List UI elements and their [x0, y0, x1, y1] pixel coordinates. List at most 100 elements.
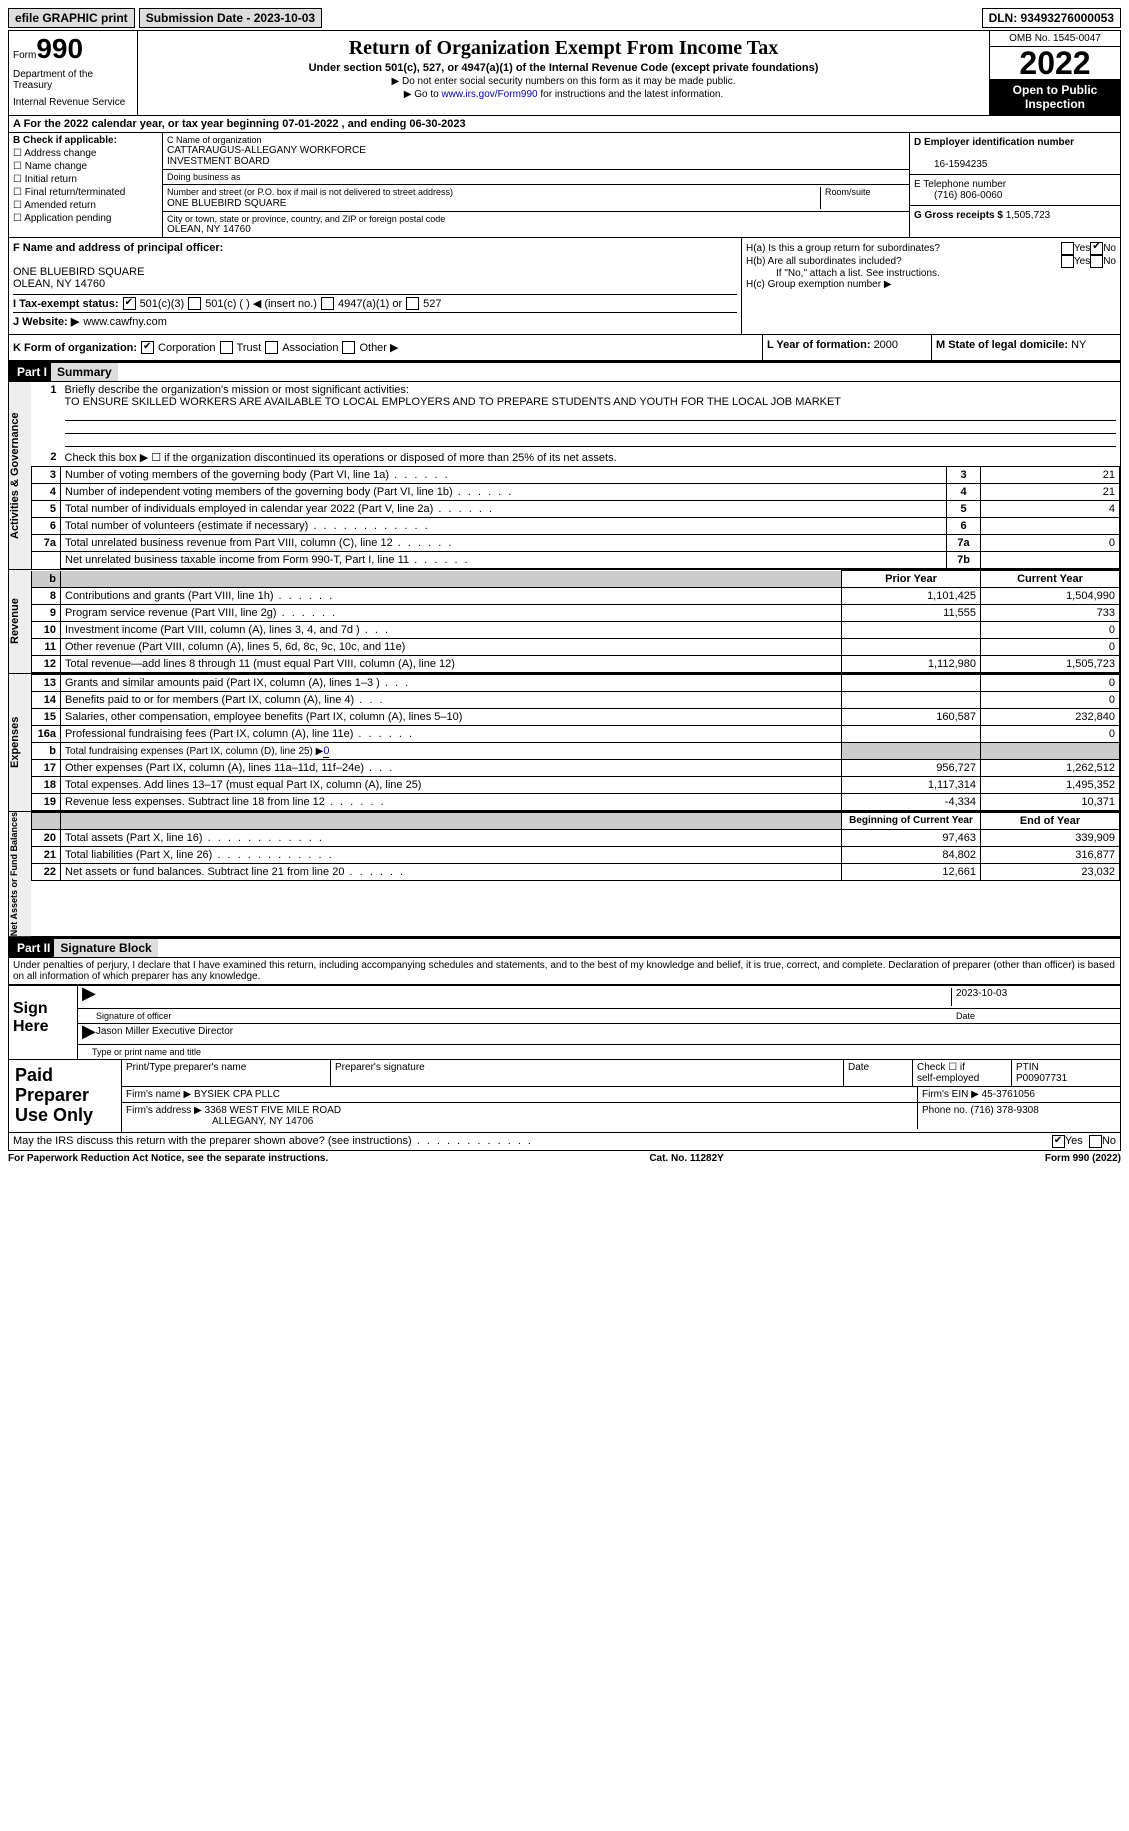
c18: 1,495,352 [981, 777, 1120, 794]
telephone: (716) 806-0060 [914, 190, 1002, 201]
sig-date: 2023-10-03 [951, 988, 1116, 1006]
hb-yes[interactable] [1061, 255, 1074, 268]
website-value: www.cawfny.com [83, 316, 167, 328]
firm-ein: 45-3761056 [982, 1089, 1035, 1100]
4947-check[interactable] [321, 297, 334, 310]
activities-governance: Activities & Governance 1Briefly describ… [8, 382, 1121, 570]
p15: 160,587 [842, 709, 981, 726]
c12: 1,505,723 [981, 656, 1120, 673]
tax-year: 2022 [990, 47, 1120, 79]
ptin: P00907731 [1016, 1073, 1067, 1084]
side-ag: Activities & Governance [9, 382, 31, 569]
c20: 339,909 [981, 830, 1120, 847]
firm-addr1: 3368 WEST FIVE MILE ROAD [205, 1105, 342, 1116]
p8: 1,101,425 [842, 588, 981, 605]
form-word: Form [13, 50, 36, 61]
hc-label: H(c) Group exemption number ▶ [746, 279, 1116, 290]
form-header: Form990 Department of the Treasury Inter… [8, 30, 1121, 116]
gross-receipts: 1,505,723 [1006, 210, 1051, 221]
room-suite-label: Room/suite [825, 187, 871, 197]
name-change-check[interactable]: ☐ Name change [13, 161, 158, 172]
c8: 1,504,990 [981, 588, 1120, 605]
fundraising-total: 0 [323, 745, 329, 758]
efile-tag: efile GRAPHIC print [8, 8, 135, 28]
c11: 0 [981, 639, 1120, 656]
ssn-note: ▶ Do not enter social security numbers o… [142, 76, 985, 87]
part2-bar: Part IISignature Block [8, 937, 1121, 958]
submission-tag: Submission Date - 2023-10-03 [139, 8, 322, 28]
501c3-check[interactable] [123, 297, 136, 310]
klm-row: K Form of organization: Corporation Trus… [8, 335, 1121, 361]
c13: 0 [981, 675, 1120, 692]
c9: 733 [981, 605, 1120, 622]
firm-phone: (716) 378-9308 [970, 1105, 1038, 1116]
section-d: D Employer identification number16-15942… [910, 133, 1120, 237]
ha-no[interactable] [1090, 242, 1103, 255]
p14 [842, 692, 981, 709]
p10 [842, 622, 981, 639]
hb-no[interactable] [1090, 255, 1103, 268]
firm-name: BYSIEK CPA PLLC [194, 1089, 280, 1100]
k-other[interactable] [342, 341, 355, 354]
dln-tag: DLN: 93493276000053 [982, 8, 1121, 28]
sign-here: Sign Here ▶2023-10-03 Signature of offic… [8, 984, 1121, 1060]
side-na: Net Assets or Fund Balances [9, 812, 31, 936]
c21: 316,877 [981, 847, 1120, 864]
p12: 1,112,980 [842, 656, 981, 673]
dept-irs: Internal Revenue Service [13, 97, 133, 108]
dept-treasury: Department of the Treasury [13, 69, 133, 91]
expenses-section: Expenses 13Grants and similar amounts pa… [8, 674, 1121, 812]
501c-check[interactable] [188, 297, 201, 310]
ha-yes[interactable] [1061, 242, 1074, 255]
org-name-1: CATTARAUGUS-ALLEGANY WORKFORCE [167, 145, 905, 156]
discuss-row: May the IRS discuss this return with the… [8, 1133, 1121, 1151]
p17: 956,727 [842, 760, 981, 777]
irs-link[interactable]: www.irs.gov/Form990 [441, 89, 537, 100]
state-domicile: NY [1071, 339, 1086, 351]
section-j-label: J Website: ▶ [13, 315, 79, 328]
p13 [842, 675, 981, 692]
section-i-label: I Tax-exempt status: [13, 298, 119, 310]
c10: 0 [981, 622, 1120, 639]
street-address: ONE BLUEBIRD SQUARE [167, 198, 286, 209]
fh-block: F Name and address of principal officer:… [8, 238, 1121, 335]
val-6 [981, 518, 1120, 535]
mission-text: TO ENSURE SKILLED WORKERS ARE AVAILABLE … [65, 396, 842, 408]
addr-change-check[interactable]: ☐ Address change [13, 148, 158, 159]
p18: 1,117,314 [842, 777, 981, 794]
discuss-yes[interactable] [1052, 1135, 1065, 1148]
amended-return-check[interactable]: ☐ Amended return [13, 200, 158, 211]
firm-addr2: ALLEGANY, NY 14706 [126, 1116, 313, 1127]
line-a: A For the 2022 calendar year, or tax yea… [8, 116, 1121, 133]
c19: 10,371 [981, 794, 1120, 811]
app-pending-check[interactable]: ☐ Application pending [13, 213, 158, 224]
officer-addr1: ONE BLUEBIRD SQUARE [13, 266, 737, 278]
header-block: B Check if applicable: ☐ Address change … [8, 133, 1121, 238]
year-formation: 2000 [874, 339, 898, 351]
val-4: 21 [981, 484, 1120, 501]
k-corp[interactable] [141, 341, 154, 354]
final-return-check[interactable]: ☐ Final return/terminated [13, 187, 158, 198]
perjury-declaration: Under penalties of perjury, I declare th… [8, 958, 1121, 984]
c22: 23,032 [981, 864, 1120, 881]
k-assoc[interactable] [265, 341, 278, 354]
form-number: 990 [36, 33, 83, 64]
arrow-icon: ▶ [82, 988, 96, 1006]
section-c: C Name of organization CATTARAUGUS-ALLEG… [163, 133, 910, 237]
footer: For Paperwork Reduction Act Notice, see … [8, 1153, 1121, 1164]
revenue-section: Revenue bPrior YearCurrent Year 8Contrib… [8, 570, 1121, 674]
p20: 97,463 [842, 830, 981, 847]
val-7a: 0 [981, 535, 1120, 552]
part1-bar: Part ISummary [8, 361, 1121, 382]
form-title: Return of Organization Exempt From Incom… [142, 37, 985, 60]
p19: -4,334 [842, 794, 981, 811]
527-check[interactable] [406, 297, 419, 310]
initial-return-check[interactable]: ☐ Initial return [13, 174, 158, 185]
city-state-zip: OLEAN, NY 14760 [167, 224, 905, 235]
p21: 84,802 [842, 847, 981, 864]
k-trust[interactable] [220, 341, 233, 354]
val-7b [981, 552, 1120, 569]
side-rev: Revenue [9, 570, 31, 673]
discuss-no[interactable] [1089, 1135, 1102, 1148]
section-b: B Check if applicable: ☐ Address change … [9, 133, 163, 237]
